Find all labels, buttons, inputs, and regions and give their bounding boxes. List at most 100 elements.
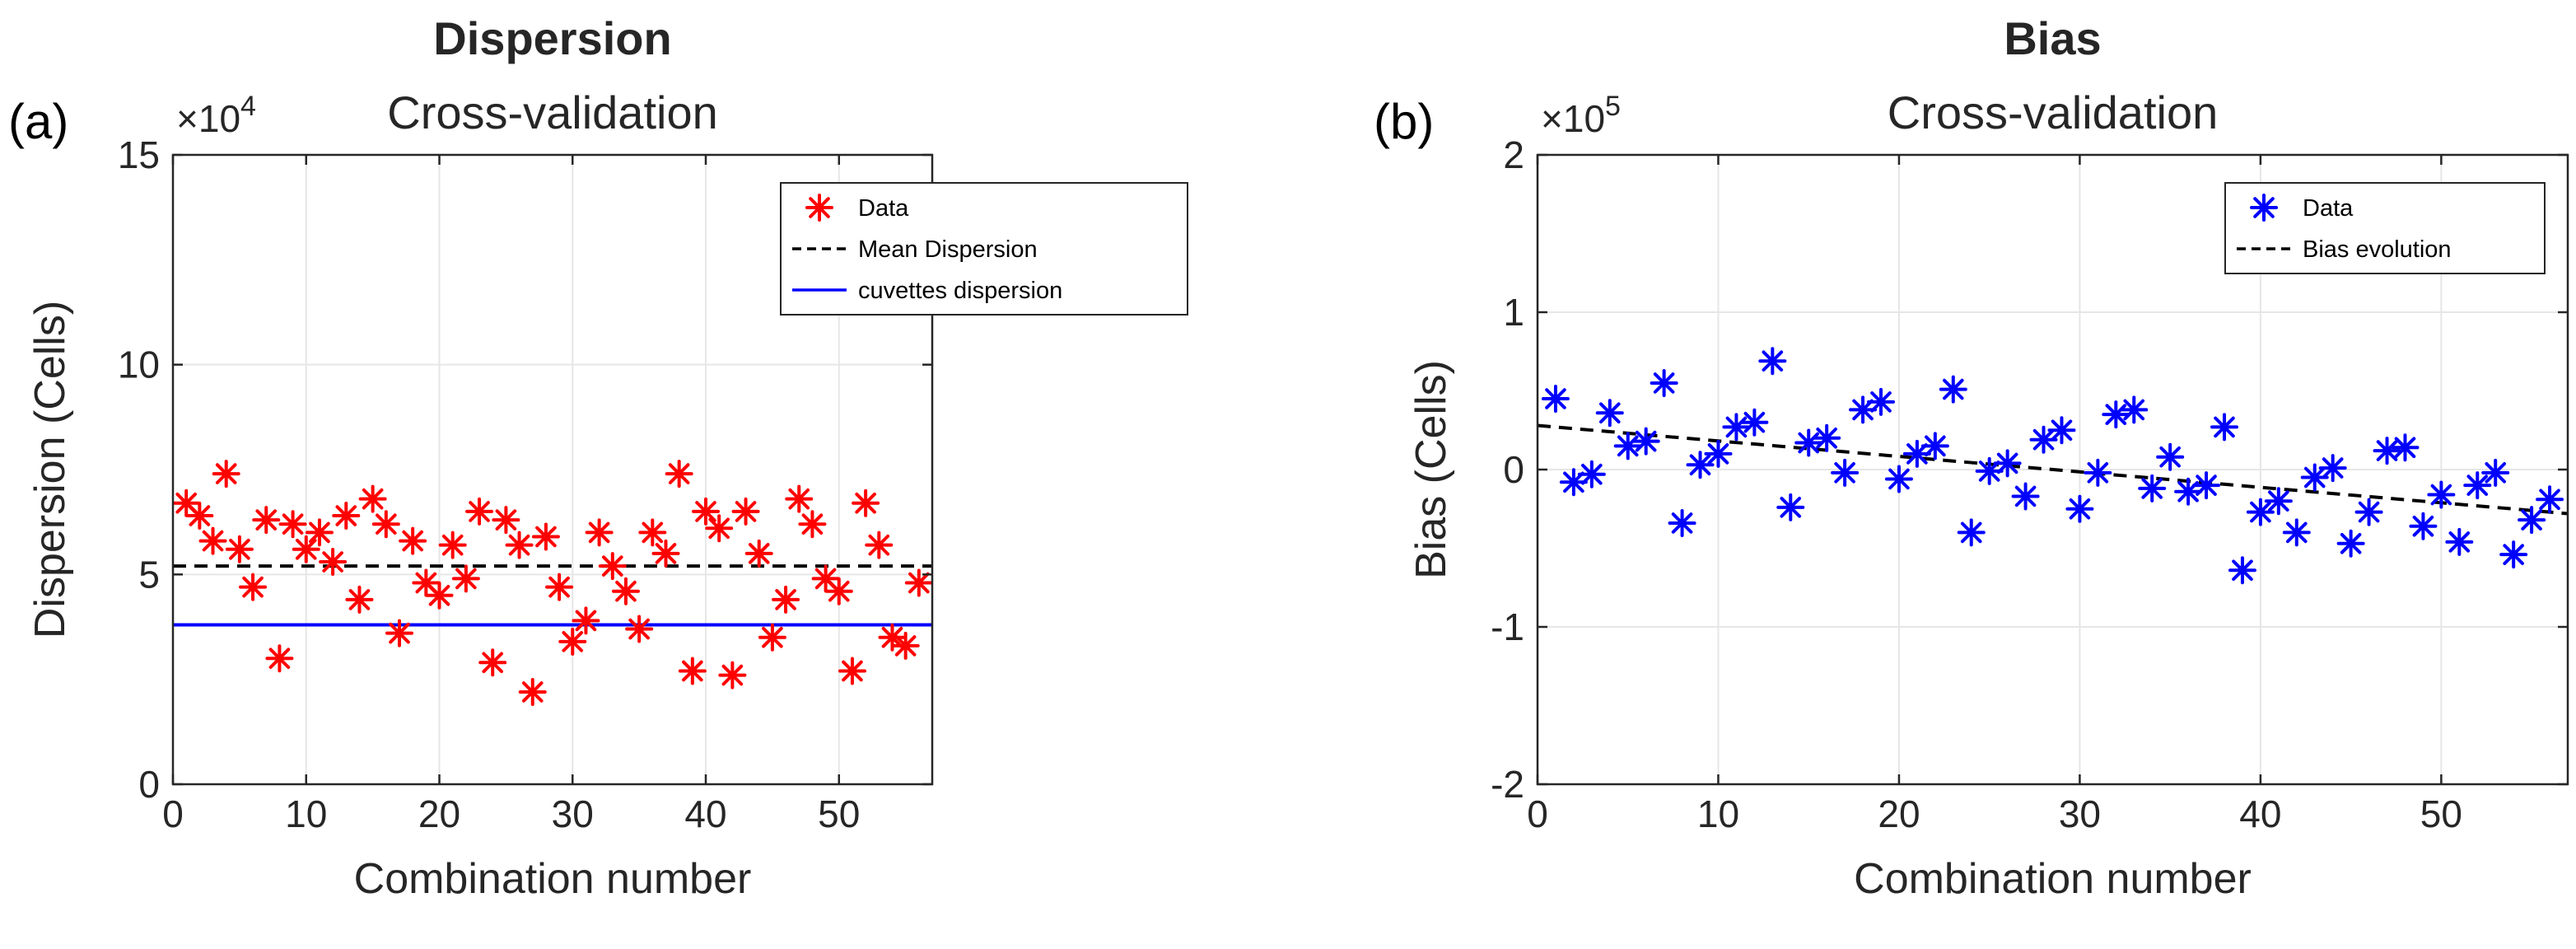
data-point xyxy=(2409,512,2438,540)
data-point xyxy=(1650,368,1678,397)
data-point xyxy=(2391,433,2420,462)
data-point xyxy=(852,489,880,517)
data-point xyxy=(358,484,387,513)
y-tick-label: -2 xyxy=(1491,763,1524,806)
data-point xyxy=(2084,458,2112,487)
data-point xyxy=(785,484,814,513)
data-point xyxy=(558,627,587,656)
legend-entry: cuvettes dispersion xyxy=(792,278,1062,304)
legend-marker xyxy=(2250,194,2278,222)
data-point xyxy=(1993,449,2022,478)
x-tick-label: 30 xyxy=(2059,792,2101,835)
data-point xyxy=(1740,408,1769,437)
data-point xyxy=(2011,482,2040,511)
data-point xyxy=(172,489,201,517)
data-point xyxy=(2481,458,2510,487)
legend-label: Mean Dispersion xyxy=(858,236,1038,263)
x-tick-label: 40 xyxy=(684,792,726,835)
y-tick-label: 10 xyxy=(118,344,160,386)
data-point xyxy=(692,497,721,526)
data-point xyxy=(2318,454,2347,483)
data-point xyxy=(838,657,866,685)
data-point xyxy=(451,564,480,593)
x-tick-label: 20 xyxy=(418,792,460,835)
data-point xyxy=(399,526,427,555)
data-point xyxy=(371,510,400,539)
data-point xyxy=(865,531,894,559)
axis-exponent: ×104 xyxy=(176,91,256,140)
chart-title: Dispersion xyxy=(433,12,671,64)
x-tick-label: 50 xyxy=(2420,792,2462,835)
data-point xyxy=(1849,395,1878,424)
legend-entry: Mean Dispersion xyxy=(792,236,1038,263)
legend-label: Data xyxy=(2303,195,2354,222)
x-tick-label: 30 xyxy=(552,792,594,835)
data-point xyxy=(758,623,786,652)
x-axis-label: Combination number xyxy=(1854,855,2252,903)
data-point xyxy=(198,526,227,555)
data-point xyxy=(1884,465,1913,493)
data-point xyxy=(1957,518,1986,547)
data-point xyxy=(2246,498,2275,526)
x-tick-label: 10 xyxy=(285,792,327,835)
data-point xyxy=(2065,494,2094,523)
data-point xyxy=(212,460,240,489)
data-point xyxy=(891,631,920,660)
x-tick-label: 40 xyxy=(2239,792,2281,835)
data-point xyxy=(239,573,268,601)
data-point xyxy=(2264,487,2293,516)
chart-subtitle: Cross-validation xyxy=(1888,86,2219,138)
data-point xyxy=(305,518,334,547)
data-point xyxy=(572,606,600,635)
data-point xyxy=(625,615,654,643)
data-point xyxy=(385,619,413,647)
legend-entry: Data xyxy=(805,194,909,222)
data-point xyxy=(1939,375,1967,404)
data-point xyxy=(1613,432,1642,460)
data-markers xyxy=(172,460,933,706)
exponent-base: ×10 xyxy=(176,97,240,140)
data-point xyxy=(518,677,547,706)
data-point xyxy=(2463,471,2492,500)
data-point xyxy=(1541,385,1570,414)
legend-label: Data xyxy=(858,195,909,222)
data-point xyxy=(2373,437,2401,465)
data-markers xyxy=(1541,347,2564,585)
data-point xyxy=(185,502,214,531)
data-point xyxy=(2156,442,2185,471)
data-point xyxy=(2102,400,2130,429)
x-axis-label: Combination number xyxy=(354,855,752,903)
data-point xyxy=(1631,427,1660,456)
panel-bias: 0 10 20 30 40 50 -2 -1 0 1 2 Bias Cross-validation (b… xyxy=(1374,12,2569,903)
series-line-bias-evolution xyxy=(1537,423,2569,516)
data-point xyxy=(651,539,680,568)
data-point xyxy=(2138,474,2167,503)
data-point xyxy=(265,644,294,673)
data-point xyxy=(278,510,307,539)
data-point xyxy=(2336,529,2365,558)
data-point xyxy=(744,539,773,568)
data-point xyxy=(2499,540,2528,569)
axes-frame xyxy=(171,153,934,786)
data-point xyxy=(678,657,707,685)
data-point xyxy=(1722,413,1751,442)
data-point xyxy=(598,552,627,581)
data-point xyxy=(2354,498,2383,526)
data-point xyxy=(798,510,827,539)
data-point xyxy=(611,577,640,605)
data-point xyxy=(531,522,560,551)
data-point xyxy=(1794,428,1823,457)
data-point xyxy=(904,568,933,597)
legend-label: cuvettes dispersion xyxy=(858,278,1062,304)
data-point xyxy=(2210,413,2238,442)
data-point xyxy=(2427,480,2456,509)
data-point xyxy=(438,531,467,559)
y-tick-label: 1 xyxy=(1503,291,1524,334)
data-point xyxy=(1758,347,1787,376)
legend-label: Bias evolution xyxy=(2303,236,2452,263)
data-point xyxy=(1831,458,1860,487)
panel-label: (b) xyxy=(1374,94,1434,149)
data-point xyxy=(718,661,747,690)
data-point xyxy=(225,535,254,563)
